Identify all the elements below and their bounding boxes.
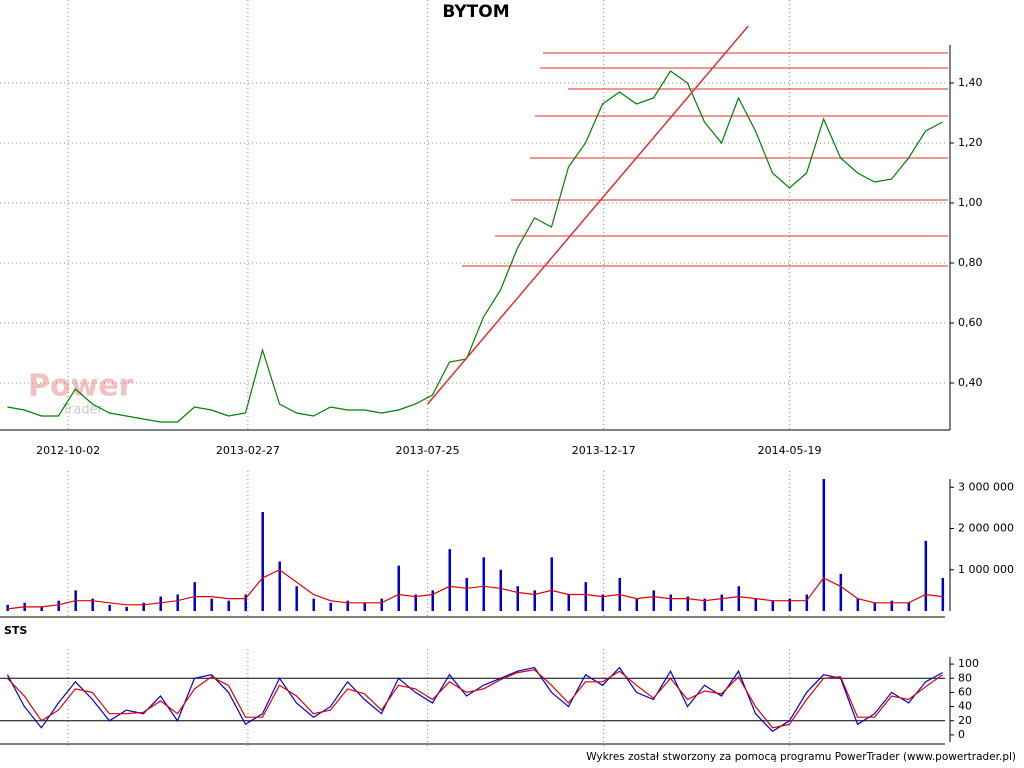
volume-bar xyxy=(550,557,554,611)
volume-bar xyxy=(295,586,298,611)
volume-bar xyxy=(941,578,945,611)
y-tick-label: 1,40 xyxy=(958,76,983,89)
volume-bar xyxy=(227,600,230,611)
volume-bar xyxy=(737,586,741,611)
volume-bar xyxy=(210,598,213,611)
volume-bar xyxy=(856,598,860,611)
chart-title: BYTOM xyxy=(442,2,509,22)
y-tick-label: 1,20 xyxy=(958,136,983,149)
volume-bar xyxy=(703,598,707,611)
x-tick-label: 2013-02-27 xyxy=(216,444,280,457)
volume-bar xyxy=(533,590,537,611)
volume-bar xyxy=(567,594,571,611)
volume-bar xyxy=(754,598,758,611)
volume-average xyxy=(7,569,943,610)
volume-bar xyxy=(805,594,809,611)
volume-bar xyxy=(40,606,43,611)
y-tick-label: 40 xyxy=(958,700,972,713)
panel-title: STS xyxy=(4,624,27,637)
volume-bar xyxy=(601,594,605,611)
volume-bar xyxy=(788,598,792,611)
watermark: Power xyxy=(28,369,134,404)
y-tick-label: 60 xyxy=(958,685,972,698)
y-tick-label: 0 xyxy=(958,728,965,741)
volume-bar xyxy=(686,596,690,611)
x-tick-label: 2014-05-19 xyxy=(758,444,822,457)
volume-bar xyxy=(91,598,94,611)
volume-bar xyxy=(6,604,9,611)
volume-bar xyxy=(448,549,451,611)
price-line xyxy=(7,70,943,423)
volume-bar xyxy=(278,561,281,611)
y-tick-label: 1,00 xyxy=(958,196,983,209)
y-tick-label: 2 000 000 xyxy=(958,522,1014,535)
volume-bar xyxy=(329,602,332,611)
volume-bar xyxy=(57,600,60,611)
volume-bar xyxy=(380,598,383,611)
volume-bar xyxy=(312,598,315,611)
volume-bar xyxy=(125,606,128,611)
y-tick-label: 1 000 000 xyxy=(958,563,1014,576)
y-tick-label: 0,80 xyxy=(958,256,983,269)
volume-bar xyxy=(635,598,639,611)
volume-bar xyxy=(499,569,503,611)
volume-bar xyxy=(414,594,417,611)
volume-bar xyxy=(822,479,826,611)
volume-bar xyxy=(346,600,349,611)
volume-bar xyxy=(516,586,520,611)
x-tick-label: 2013-12-17 xyxy=(572,444,636,457)
volume-bar xyxy=(584,582,588,611)
volume-bar xyxy=(431,590,434,611)
y-tick-label: 100 xyxy=(958,657,979,670)
volume-bar xyxy=(108,604,111,611)
volume-bar xyxy=(261,512,264,611)
y-tick-label: 0,40 xyxy=(958,376,983,389)
x-tick-label: 2013-07-25 xyxy=(396,444,460,457)
volume-bar xyxy=(363,602,366,611)
volume-bar xyxy=(142,602,145,611)
volume-bar xyxy=(159,596,162,611)
volume-bar xyxy=(397,565,400,611)
volume-bar xyxy=(924,540,928,611)
volume-bar xyxy=(720,594,724,611)
volume-bar xyxy=(465,578,468,611)
volume-bar xyxy=(669,594,673,611)
volume-bar xyxy=(771,600,775,611)
y-tick-label: 80 xyxy=(958,671,972,684)
indicator-line xyxy=(6,669,943,729)
volume-bar xyxy=(482,557,486,611)
y-tick-label: 3 000 000 xyxy=(958,480,1014,493)
y-tick-label: 0,60 xyxy=(958,316,983,329)
volume-bar xyxy=(244,594,247,611)
volume-bar xyxy=(873,602,877,611)
volume-bar xyxy=(176,594,179,611)
watermark: Trader xyxy=(61,403,104,418)
footer: Wykres został stworzony za pomocą progra… xyxy=(586,751,1016,763)
trend-line xyxy=(427,25,749,405)
y-tick-label: 20 xyxy=(958,714,972,727)
volume-bar xyxy=(839,573,843,611)
x-tick-label: 2012-10-02 xyxy=(36,444,100,457)
volume-bar xyxy=(890,600,894,611)
volume-bar xyxy=(652,590,656,611)
volume-bar xyxy=(907,602,911,611)
